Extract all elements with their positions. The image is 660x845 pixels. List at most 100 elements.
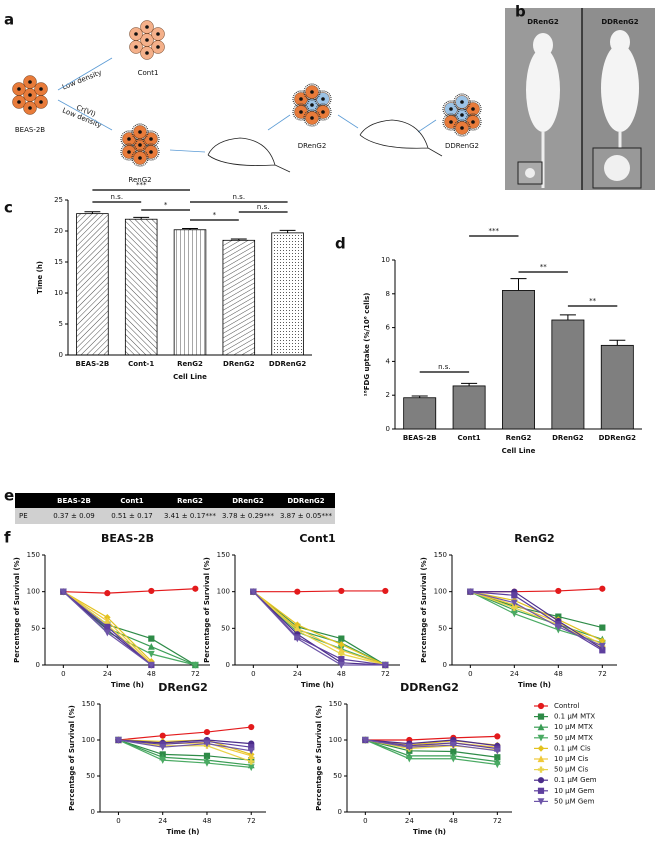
arrow (417, 119, 437, 133)
marker (361, 736, 369, 744)
nucleus (134, 32, 138, 36)
series-line (470, 591, 603, 640)
tumor (604, 155, 630, 181)
marker (159, 744, 167, 751)
significance-label: *** (136, 181, 147, 189)
panel-label: b (515, 3, 526, 21)
marker (203, 740, 211, 748)
table-cell: 0.51 ± 0.17 (111, 512, 153, 520)
marker (466, 588, 474, 596)
nucleus (449, 107, 453, 111)
x-tick-label: 48 (203, 817, 212, 825)
y-tick-label: 150 (82, 700, 95, 708)
nucleus (138, 156, 142, 160)
marker (511, 592, 518, 599)
legend-marker (537, 734, 545, 742)
mouse-outline (359, 119, 443, 157)
marker (405, 744, 413, 751)
photo-label: DDRenG2 (601, 18, 638, 26)
series-line (470, 591, 603, 650)
marker (159, 757, 167, 764)
x-tick-label: 24 (405, 817, 414, 825)
x-axis-label: Cell Line (502, 447, 536, 455)
marker (449, 741, 457, 749)
table-cell: 3.87 ± 0.05*** (280, 512, 332, 520)
legend-marker (537, 723, 545, 731)
series-line (470, 591, 603, 629)
nucleus (17, 87, 21, 91)
nucleus (321, 97, 325, 101)
x-tick-label: 72 (191, 670, 200, 678)
panel-label: a (4, 11, 14, 29)
legend-label: 50 µM Cis (554, 766, 589, 774)
chart-title: BEAS-2B (101, 532, 154, 545)
x-tick-label: BEAS-2B (76, 360, 110, 368)
nucleus (449, 120, 453, 124)
significance-label: * (213, 211, 217, 219)
nucleus (156, 32, 160, 36)
cell-label: BEAS-2B (15, 126, 45, 134)
legend-marker (537, 777, 545, 784)
y-axis-label: Time (h) (36, 261, 44, 294)
panel-label: f (4, 529, 11, 547)
table-header: Cont1 (120, 497, 143, 505)
series-line (118, 739, 252, 768)
nucleus (321, 110, 325, 114)
x-tick-label: 0 (61, 670, 65, 678)
x-tick-label: Cont1 (458, 434, 481, 442)
y-tick-label: 50 (31, 624, 40, 632)
series-line (118, 739, 252, 748)
series-line (118, 739, 252, 745)
x-tick-label: DDRenG2 (269, 360, 306, 368)
table-cell: PE (19, 512, 28, 520)
significance-label: * (164, 201, 168, 209)
legend-label: 50 µM Gem (554, 797, 595, 805)
bar (76, 213, 109, 356)
series-line (118, 739, 252, 761)
chart-title: DRenG2 (158, 681, 208, 694)
marker (147, 661, 155, 669)
y-tick-label: 2 (386, 391, 390, 399)
significance-label: n.s. (257, 203, 270, 211)
marker (249, 588, 257, 596)
marker (248, 758, 255, 765)
x-tick-label: 24 (293, 670, 302, 678)
y-tick-label: 15 (54, 258, 63, 266)
marker (294, 588, 301, 595)
marker (599, 624, 606, 631)
legend-label: 50 µM MTX (554, 734, 593, 742)
marker (192, 585, 199, 592)
y-tick-label: 100 (217, 588, 230, 596)
panel-label: c (4, 199, 13, 217)
marker (115, 736, 122, 744)
series-line (252, 591, 386, 666)
marker (338, 650, 345, 658)
mouse-head (533, 33, 553, 57)
cell-label: DDRenG2 (445, 142, 479, 150)
nucleus (39, 87, 43, 91)
x-tick-label: 48 (449, 817, 458, 825)
significance-label: *** (489, 227, 500, 235)
y-tick-label: 0 (338, 808, 342, 816)
x-tick-label: DRenG2 (223, 360, 255, 368)
y-tick-label: 0 (443, 661, 447, 669)
y-axis-label: Percentage of Survival (%) (68, 705, 76, 811)
marker (191, 661, 199, 669)
series-line (252, 591, 386, 666)
marker (148, 587, 155, 595)
bar (403, 397, 437, 430)
x-tick-label: 24 (103, 670, 112, 678)
series-line (365, 739, 498, 752)
series-line (252, 591, 386, 666)
nucleus (471, 107, 475, 111)
marker (59, 588, 67, 596)
x-tick-label: RenG2 (177, 360, 203, 368)
series-line (118, 726, 252, 741)
y-tick-label: 50 (438, 624, 447, 632)
x-tick-label: BEAS-2B (403, 434, 437, 442)
y-tick-label: 100 (27, 588, 40, 596)
series-line (118, 739, 252, 752)
x-tick-label: 0 (116, 817, 120, 825)
nucleus (145, 25, 149, 29)
marker (103, 629, 111, 637)
